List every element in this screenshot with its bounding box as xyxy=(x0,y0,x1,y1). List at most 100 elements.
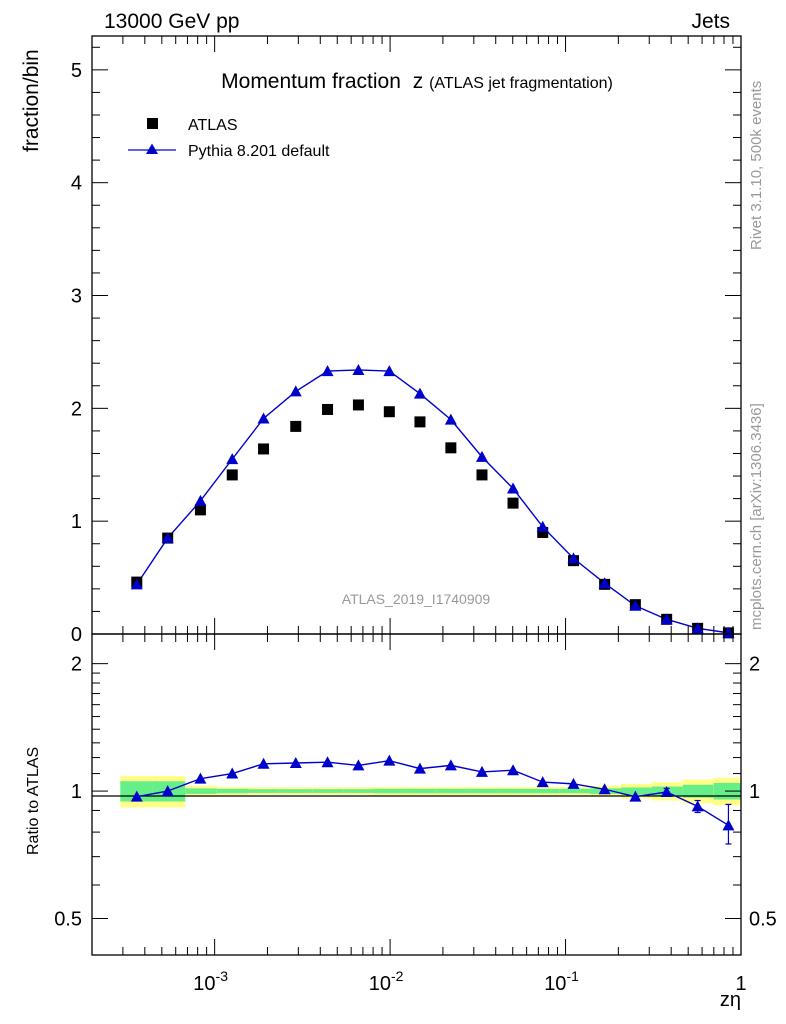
legend-label-pythia: Pythia 8.201 default xyxy=(188,143,330,160)
atlas-point xyxy=(414,416,426,428)
ratio-y-tick-label-left: 1 xyxy=(71,781,82,803)
ratio-band-green xyxy=(185,788,217,794)
main-y-tick-label: 2 xyxy=(71,398,82,420)
ratio-point xyxy=(383,754,396,766)
ratio-band-green xyxy=(559,788,591,794)
chart-subtitle: (ATLAS jet fragmentation) xyxy=(429,75,613,92)
ratio-band-green xyxy=(466,788,498,794)
ratio-point xyxy=(567,777,580,789)
ratio-point xyxy=(660,786,673,798)
ratio-point xyxy=(691,800,704,812)
main-y-tick-label: 0 xyxy=(71,624,82,646)
ratio-band-green xyxy=(312,789,344,793)
atlas-point xyxy=(476,469,488,481)
ratio-band-green xyxy=(278,789,313,793)
pythia-point xyxy=(444,413,457,425)
rivet-info-label: Rivet 3.1.10, 500k events xyxy=(748,81,765,250)
pythia-point xyxy=(130,578,143,590)
ratio-y-tick-label-left: 0.5 xyxy=(54,909,82,931)
main-panel: fraction/bin Momentum fraction z (ATLAS … xyxy=(20,35,742,646)
pythia-point xyxy=(598,577,611,589)
ratio-band-green xyxy=(620,787,653,795)
atlas-point xyxy=(537,526,549,538)
legend: ATLAS Pythia 8.201 default xyxy=(128,117,330,160)
ratio-band-green xyxy=(374,788,405,794)
ratio-point xyxy=(507,764,520,776)
pythia-point xyxy=(161,532,174,544)
ratio-point xyxy=(598,783,611,795)
legend-marker-pythia xyxy=(146,143,158,154)
main-ylabel: fraction/bin xyxy=(20,49,43,152)
ratio-band-green xyxy=(528,788,560,794)
pythia-point xyxy=(413,387,426,399)
pythia-point xyxy=(536,520,549,532)
ratio-ylabel: Ratio to ATLAS xyxy=(25,747,42,855)
ratio-point xyxy=(629,790,642,802)
x-tick-label: 10-1 xyxy=(544,968,579,995)
atlas-point xyxy=(290,420,302,432)
atlas-point xyxy=(507,497,519,509)
ratio-band-green xyxy=(404,788,436,794)
ratio-point xyxy=(722,819,735,831)
main-y-tick-label: 5 xyxy=(71,60,82,82)
ratio-y-tick-label-left: 2 xyxy=(71,654,82,676)
ratio-band-green xyxy=(497,788,529,794)
ratio-point xyxy=(536,776,549,788)
pythia-point xyxy=(475,450,488,462)
pythia-point xyxy=(507,482,520,494)
ratio-point xyxy=(226,767,239,779)
ratio-point xyxy=(321,756,334,768)
analysis-watermark: ATLAS_2019_I1740909 xyxy=(342,591,491,607)
ratio-band-green xyxy=(216,788,249,794)
atlas-point xyxy=(322,403,334,415)
header-process-label: Jets xyxy=(691,10,730,33)
pythia-point xyxy=(321,365,334,377)
ratio-y-tick-label-right: 0.5 xyxy=(749,909,777,931)
atlas-point xyxy=(226,469,238,481)
ratio-point xyxy=(413,762,426,774)
x-tick-label: 10-3 xyxy=(193,968,228,995)
pythia-point xyxy=(383,365,396,377)
pythia-point xyxy=(629,599,642,611)
ratio-y-tick-label-right: 2 xyxy=(749,654,760,676)
ratio-point xyxy=(475,765,488,777)
pythia-point xyxy=(226,453,239,465)
atlas-point xyxy=(352,399,364,411)
chart-title-main: Momentum fraction xyxy=(221,70,401,93)
ratio-band-green xyxy=(682,784,714,798)
atlas-point xyxy=(445,442,457,454)
ratio-point xyxy=(161,785,174,797)
x-tick-label: 10-2 xyxy=(369,968,404,995)
main-y-tick-label: 3 xyxy=(71,286,82,308)
pythia-point xyxy=(691,622,704,634)
mcplots-info-label: mcplots.cern.ch [arXiv:1306.3436] xyxy=(748,403,765,630)
ratio-point xyxy=(130,790,143,802)
x-tick-label: 1 xyxy=(735,973,746,995)
main-y-tick-label: 4 xyxy=(71,173,82,195)
ratio-band-green xyxy=(343,789,375,793)
ratio-band-green xyxy=(248,789,279,793)
atlas-point xyxy=(194,504,206,516)
pythia-point xyxy=(352,363,365,375)
legend-label-atlas: ATLAS xyxy=(188,117,238,134)
pythia-point xyxy=(289,385,302,397)
xaxis-label: zη xyxy=(720,989,741,1011)
ratio-frame xyxy=(91,633,742,956)
legend-marker-atlas xyxy=(147,118,158,129)
pythia-point xyxy=(660,613,673,625)
ratio-band-green xyxy=(435,788,467,794)
ratio-point xyxy=(352,759,365,771)
ratio-point xyxy=(257,757,270,769)
chart-title: Momentum fraction z (ATLAS jet fragmenta… xyxy=(221,70,613,93)
pythia-point xyxy=(567,552,580,564)
ratio-line xyxy=(136,759,729,826)
ratio-y-tick-label-right: 1 xyxy=(749,781,760,803)
ratio-point xyxy=(444,759,457,771)
ratio-point xyxy=(289,757,302,769)
main-y-tick-label: 1 xyxy=(71,511,82,533)
ratio-panel: Ratio to ATLAS 0.5 0.51 12 2 10-3 10-2 10-1 1 … xyxy=(25,633,777,1011)
pythia-point xyxy=(194,494,207,506)
ratio-point xyxy=(194,772,207,784)
pythia-point xyxy=(722,626,735,638)
